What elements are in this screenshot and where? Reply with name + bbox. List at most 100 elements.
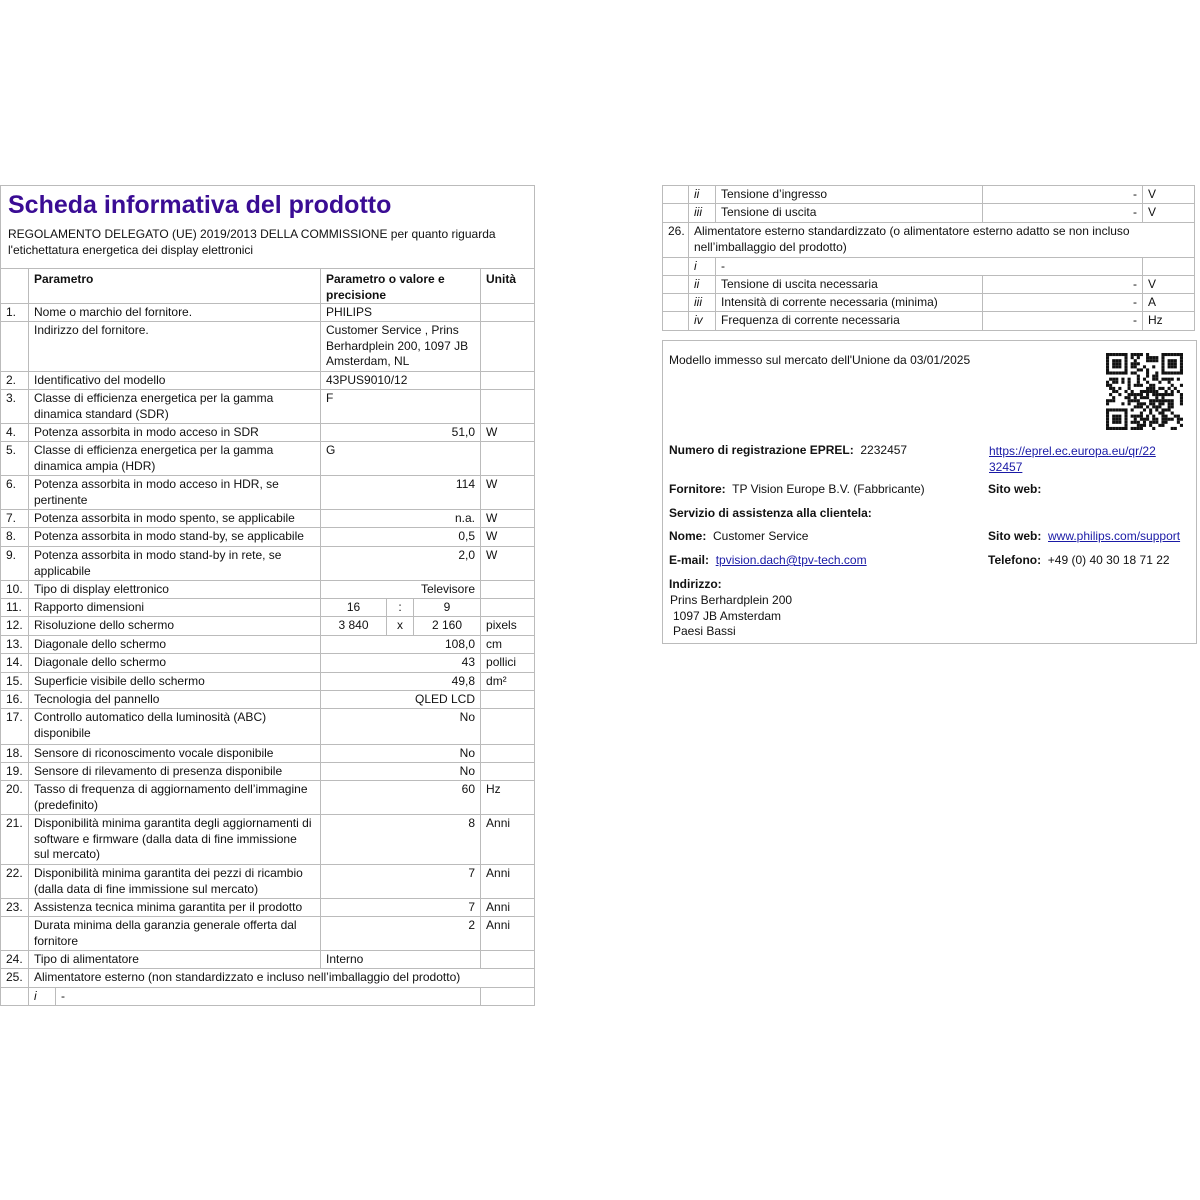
email-link[interactable]: tpvision.dach@tpv-tech.com — [715, 553, 867, 567]
param-unit — [1142, 257, 1195, 276]
service-name: Nome: Customer Service — [669, 529, 808, 545]
value-a: 16 — [320, 598, 387, 617]
param-value: PHILIPS — [319, 303, 482, 322]
eprel-link[interactable]: https://eprel.ec.europa.eu/qr/22 32457 — [989, 444, 1156, 475]
param-unit — [480, 762, 536, 781]
value-a: 3 840 — [320, 616, 387, 636]
row-number — [662, 275, 689, 294]
page-title: Scheda informativa del prodotto — [8, 191, 392, 219]
phone-value: +49 (0) 40 30 18 71 22 — [1047, 553, 1170, 567]
eprel-link-line2[interactable]: 32457 — [989, 459, 1023, 474]
param-value: 8 — [319, 814, 482, 865]
param-label: Intensità di corrente necessaria (minima… — [715, 293, 983, 312]
table-row: 9. Potenza assorbita in modo stand-by in … — [0, 546, 536, 581]
website-link[interactable]: www.philips.com/support — [1048, 529, 1181, 543]
eprel-link-line1[interactable]: https://eprel.ec.europa.eu/qr/22 — [989, 444, 1156, 458]
table-row: iv Frequenza di corrente necessaria - Hz — [662, 311, 1195, 331]
eprel-label: Numero di registrazione EPREL: — [669, 443, 854, 457]
param-value: Interno — [319, 950, 482, 969]
param-label: Tipo di alimentatore — [28, 950, 321, 969]
table-row: 11. Rapporto dimensioni 16:9 — [0, 598, 536, 617]
param-label: Identificativo del modello — [28, 371, 321, 390]
table-row: 2. Identificativo del modello 43PUS9010/12 — [0, 371, 536, 390]
param-value: - — [982, 275, 1143, 294]
table-row: 25. Alimentatore esterno (non standardizz… — [0, 968, 536, 988]
row-number: 6. — [0, 475, 29, 510]
table-row: 4. Potenza assorbita in modo acceso in SD… — [0, 423, 536, 442]
param-unit: Anni — [480, 898, 536, 917]
table-row: 19. Sensore di rilevamento di presenza di… — [0, 762, 536, 781]
row-number: 14. — [0, 653, 29, 673]
table-row: 1. Nome o marchio del fornitore. PHILIPS — [0, 303, 536, 322]
param-label: Indirizzo del fornitore. — [28, 321, 321, 372]
header-unit: Unità — [480, 268, 536, 304]
param-unit: V — [1142, 203, 1195, 223]
param-unit: Anni — [480, 814, 536, 865]
sub-index: i — [28, 987, 56, 1006]
param-unit: V — [1142, 275, 1195, 294]
param-unit: W — [480, 527, 536, 547]
row-number: 22. — [0, 864, 29, 899]
param-label: Frequenza di corrente necessaria — [715, 311, 983, 331]
table-row: iii Tensione di uscita - V — [662, 203, 1195, 223]
value-b: 2 160 — [412, 616, 482, 636]
param-value: No — [319, 708, 482, 745]
name-value: Customer Service — [713, 529, 809, 543]
header-num — [0, 268, 29, 304]
table-row: 7. Potenza assorbita in modo spento, se a… — [0, 509, 536, 528]
param-label: Tipo di display elettronico — [28, 580, 321, 599]
eprel-value: 2232457 — [860, 443, 908, 457]
email-label: E-mail: — [669, 553, 710, 567]
param-unit — [480, 690, 536, 709]
table-row: 3. Classe di efficienza energetica per la… — [0, 389, 536, 424]
param-unit — [480, 708, 536, 745]
supplier-label: Fornitore: — [669, 482, 726, 496]
param-label: Tensione di uscita necessaria — [715, 275, 983, 294]
row-number: 23. — [0, 898, 29, 917]
table-row: 12. Risoluzione dello schermo 3 840 x 2 160 p… — [0, 616, 536, 636]
param-unit — [480, 744, 536, 763]
row-number: 24. — [0, 950, 29, 969]
market-date: Modello immesso sul mercato dell'Unione … — [669, 353, 971, 367]
param-value: G — [319, 441, 482, 476]
row-number: 25. — [0, 968, 29, 988]
qr-code-icon[interactable] — [1106, 353, 1183, 430]
row-number — [0, 916, 29, 951]
param-value: 2,0 — [319, 546, 482, 581]
table-row: i- — [662, 257, 1195, 276]
param-value: No — [319, 762, 482, 781]
param-label: Potenza assorbita in modo stand-by, se a… — [28, 527, 321, 547]
service-website: Sito web: www.philips.com/support — [988, 529, 1180, 545]
param-value: - — [982, 203, 1143, 223]
param-label: Rapporto dimensioni — [28, 598, 321, 617]
param-value: 2 — [319, 916, 482, 951]
param-unit — [480, 441, 536, 476]
sub-index: iv — [688, 311, 716, 331]
table-row: ii Tensione d’ingresso - V — [662, 185, 1195, 204]
param-unit: pollici — [480, 653, 536, 673]
row-number: 4. — [0, 423, 29, 442]
param-unit — [480, 950, 536, 969]
param-unit: W — [480, 423, 536, 442]
param-value: 7 — [319, 864, 482, 899]
row-number: 8. — [0, 527, 29, 547]
sub-index: i — [688, 257, 716, 276]
param-unit — [480, 598, 536, 617]
table-row: 22. Disponibilità minima garantita dei pe… — [0, 864, 536, 899]
param-value: 43PUS9010/12 — [319, 371, 482, 390]
param-label: Disponibilità minima garantita degli agg… — [28, 814, 321, 865]
table-row: 13. Diagonale dello schermo 108,0 cm — [0, 635, 536, 654]
row-number: 13. — [0, 635, 29, 654]
param-label: Classe di efficienza energetica per la g… — [28, 389, 321, 424]
table-row: 10. Tipo di display elettronico Televisore — [0, 580, 536, 599]
param-label: Controllo automatico della luminosità (A… — [28, 708, 321, 745]
param-value: Televisore — [319, 580, 482, 599]
param-unit: Anni — [480, 916, 536, 951]
param-label: Sensore di rilevamento di presenza dispo… — [28, 762, 321, 781]
param-label: Potenza assorbita in modo acceso in SDR — [28, 423, 321, 442]
param-unit: Hz — [480, 780, 536, 815]
param-value: 49,8 — [319, 672, 482, 691]
param-value: 108,0 — [319, 635, 482, 654]
sub-index: ii — [688, 275, 716, 294]
